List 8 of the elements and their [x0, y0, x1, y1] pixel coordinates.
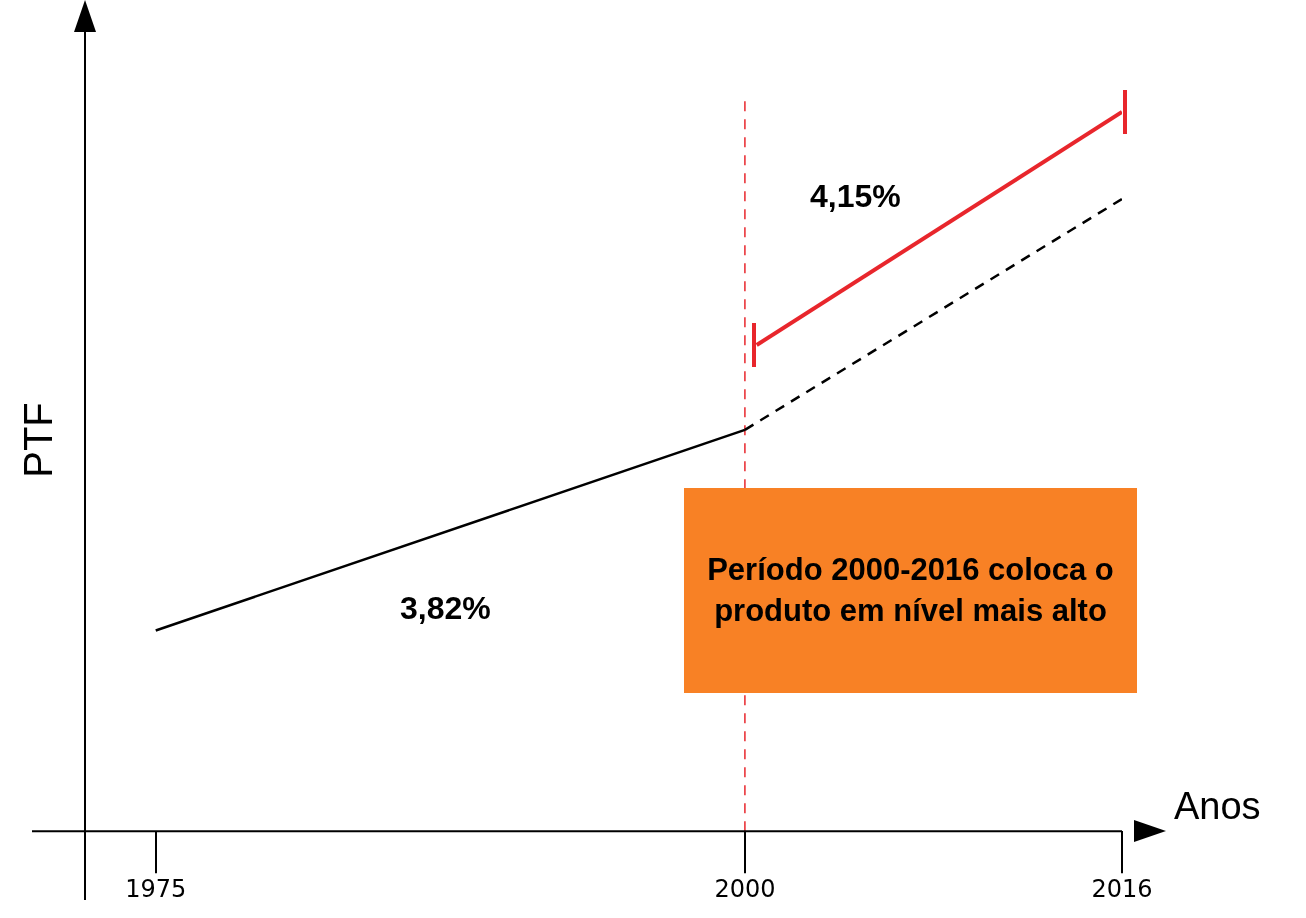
x-tick-label: 1975 — [125, 874, 187, 903]
note-box: Período 2000-2016 coloca o produto em nível mais alto — [684, 488, 1137, 693]
annotation: 4,15% — [810, 178, 901, 215]
x-tick-label: 2000 — [714, 874, 776, 903]
x-axis-title: Anos — [1174, 785, 1261, 829]
x-tick-label: 2016 — [1091, 874, 1153, 903]
annotation: 3,82% — [400, 590, 491, 627]
y-axis-title: PTF — [16, 402, 61, 478]
